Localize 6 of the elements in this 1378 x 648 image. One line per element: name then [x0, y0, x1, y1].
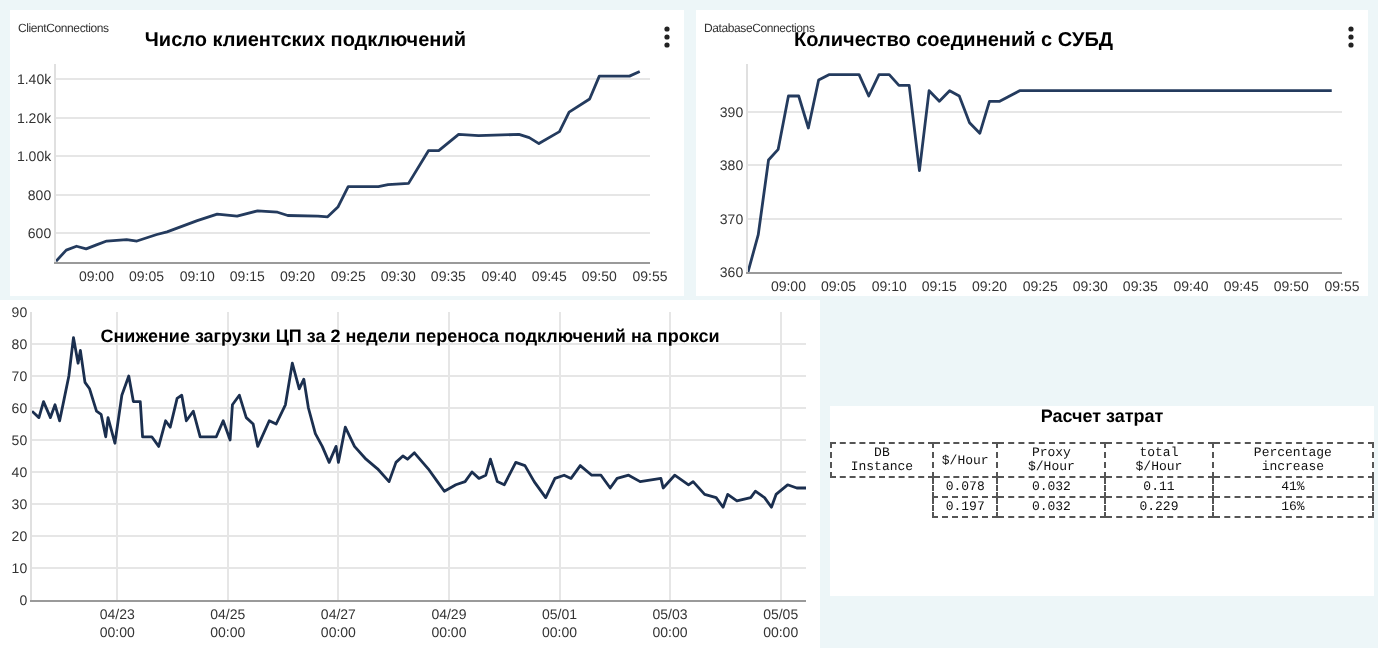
- chart-title: Количество соединений с СУБД: [794, 29, 1114, 52]
- text: Снижение загрузки ЦП за 2 недели переноса подключений на прокси: [100, 326, 720, 347]
- text: Расчет затрат: [1038, 406, 1166, 426]
- line-series: [56, 70, 642, 262]
- line-series: [748, 73, 1334, 272]
- chart-title: Число клиентских подключений: [144, 29, 467, 52]
